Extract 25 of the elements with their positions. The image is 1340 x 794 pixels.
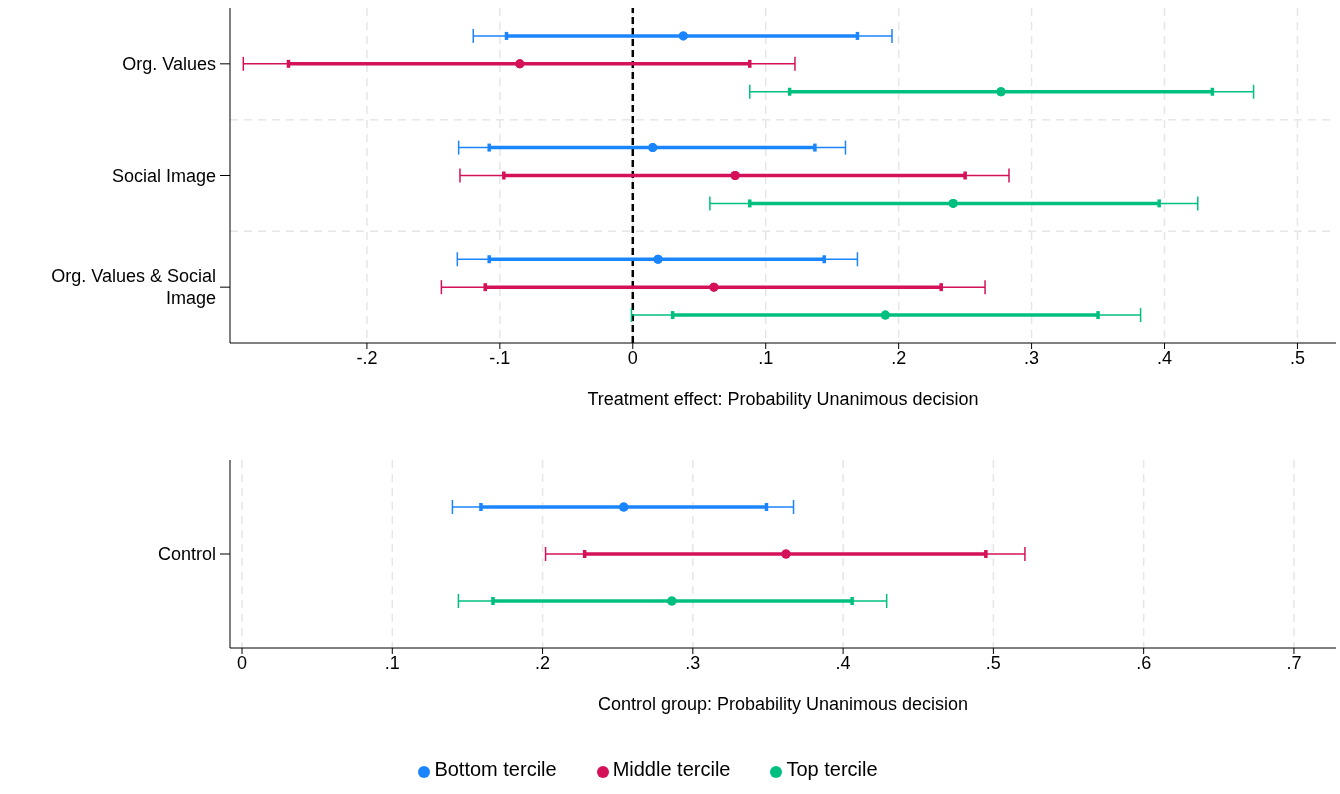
x-axis-title: Treatment effect: Probability Unanimous decision <box>587 389 979 409</box>
x-tick-label: -.1 <box>489 347 511 368</box>
x-axis-title: Control group: Probability Unanimous decision <box>597 694 969 714</box>
x-tick-label: .3 <box>1024 347 1040 368</box>
x-tick-label: .7 <box>1286 652 1302 673</box>
legend-label: Bottom tercile <box>434 758 557 780</box>
x-tick-label: .5 <box>985 652 1001 673</box>
x-tick-label: .2 <box>535 652 551 673</box>
x-tick-label: .1 <box>384 652 400 673</box>
y-tick-label: Org. Values <box>122 53 216 74</box>
y-tick-label: Control <box>157 544 216 564</box>
x-tick-label: .5 <box>1289 347 1305 368</box>
legend-label: Middle tercile <box>612 758 731 780</box>
x-tick-label: -.2 <box>356 347 378 368</box>
y-tick-label: Org. Values & Social Image <box>51 266 216 309</box>
x-tick-label: .1 <box>758 347 774 368</box>
x-tick-label: .2 <box>891 347 907 368</box>
x-tick-label: .4 <box>835 652 851 673</box>
x-tick-label: .3 <box>685 652 701 673</box>
x-tick-label: 0 <box>627 347 638 368</box>
x-tick-label: .4 <box>1157 347 1173 368</box>
legend-label: Top tercile <box>786 758 878 780</box>
x-tick-label: .6 <box>1136 652 1152 673</box>
x-tick-label: 0 <box>237 652 248 673</box>
y-tick-label: Social Image <box>111 165 216 186</box>
